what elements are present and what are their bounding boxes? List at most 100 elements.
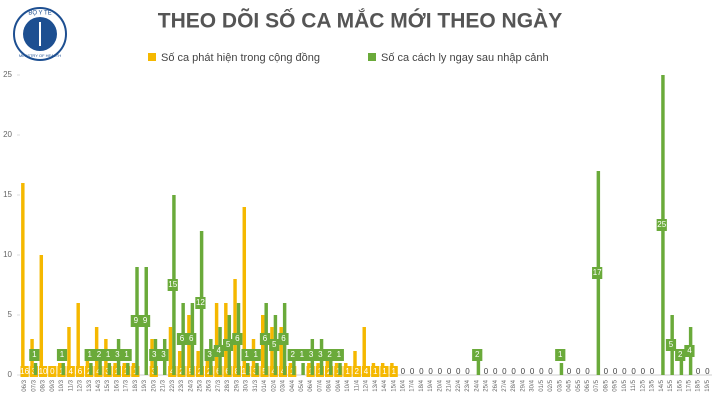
value-label-box: [343, 366, 352, 377]
value-label-box: [121, 349, 132, 361]
x-tick-label: 14/5: [659, 379, 665, 391]
value-label: 17: [593, 268, 602, 277]
x-tick-label: 10/5: [622, 379, 628, 391]
value-label: 1: [300, 350, 305, 359]
x-tick-label: 02/4: [271, 379, 277, 391]
value-label-box: [149, 349, 160, 361]
value-label-box: [204, 349, 215, 361]
value-label: 0: [548, 367, 553, 376]
value-label-box: [29, 349, 40, 361]
value-label: 0: [493, 367, 498, 376]
x-tick-label: 06/3: [22, 379, 28, 391]
x-tick-label: 01/4: [262, 379, 268, 391]
value-label: 1: [124, 350, 129, 359]
bar: [107, 363, 112, 375]
value-label: 0: [631, 367, 636, 376]
x-tick-label: 29/3: [234, 379, 240, 391]
legend-swatch: [148, 53, 156, 61]
value-label: 5: [226, 340, 231, 349]
x-tick-label: 03/5: [557, 379, 563, 391]
x-tick-label: 27/4: [502, 379, 508, 391]
value-label: 0: [530, 367, 535, 376]
value-label: 5: [272, 340, 277, 349]
x-tick-label: 28/4: [511, 379, 517, 391]
value-label: 1: [337, 350, 342, 359]
x-tick-label: 09/3: [50, 379, 56, 391]
y-tick-label: 25: [3, 70, 12, 79]
x-tick-label: 08/5: [603, 379, 609, 391]
x-tick-label: 05/4: [299, 379, 305, 391]
x-tick-label: 28/3: [225, 379, 231, 391]
x-tick-label: 08/3: [41, 379, 47, 391]
logo-subtext: MINISTRY OF HEALTH: [19, 53, 61, 58]
value-label-box: [167, 279, 178, 291]
value-label: 4: [687, 346, 692, 355]
value-label: 16: [20, 367, 29, 376]
x-tick-label: 22/3: [170, 379, 176, 391]
value-label-box: [675, 349, 686, 361]
value-label: 2: [327, 350, 332, 359]
bar: [292, 351, 296, 375]
x-tick-label: 24/4: [474, 379, 480, 391]
x-tick-label: 18/3: [133, 379, 139, 391]
value-label: 0: [438, 367, 443, 376]
x-tick-label: 04/5: [567, 379, 573, 391]
value-label-box: [592, 267, 603, 279]
x-tick-label: 11/3: [68, 379, 74, 391]
x-tick-label: 23/4: [465, 379, 471, 391]
value-label-box: [472, 349, 483, 361]
logo-text: BỘ Y TẾ: [28, 10, 51, 17]
value-label-box: [56, 349, 68, 361]
value-label-box: [665, 339, 677, 351]
x-tick-label: 16/4: [400, 379, 406, 391]
x-tick-label: 23/3: [179, 379, 185, 391]
value-label-box: [38, 366, 48, 377]
value-label: 0: [705, 367, 710, 376]
value-label-box: [371, 366, 380, 377]
x-tick-label: 13/4: [373, 379, 379, 391]
x-tick-label: 13/5: [650, 379, 656, 391]
value-label: 6: [180, 334, 185, 343]
value-label: 0: [622, 367, 627, 376]
value-label-box: [306, 349, 317, 361]
x-tick-label: 31/3: [253, 379, 259, 391]
x-tick-label: 24/3: [188, 379, 194, 391]
bar: [85, 351, 90, 375]
x-tick-label: 16/3: [114, 379, 120, 391]
value-label: 1: [382, 367, 387, 376]
value-label-box: [20, 366, 29, 377]
value-label: 1: [391, 367, 396, 376]
x-tick-label: 30/3: [244, 379, 250, 391]
value-label-box: [186, 333, 197, 345]
x-tick-label: 18/4: [419, 379, 425, 391]
value-label: 0: [410, 367, 415, 376]
value-label: 2: [678, 350, 683, 359]
bar: [196, 351, 200, 375]
bar: [338, 363, 342, 375]
bar: [301, 363, 305, 375]
x-tick-label: 19/5: [705, 379, 711, 391]
x-tick-label: 19/4: [428, 379, 434, 391]
x-tick-label: 18/5: [696, 379, 702, 391]
value-label-box: [287, 349, 298, 361]
bar: [98, 351, 102, 375]
bar: [76, 303, 80, 375]
value-label: 2: [355, 367, 360, 376]
bar: [329, 351, 333, 375]
bar: [67, 327, 71, 375]
y-tick-label: 20: [3, 130, 12, 139]
x-tick-label: 07/5: [594, 379, 600, 391]
x-tick-label: 02/5: [548, 379, 554, 391]
bar: [362, 327, 366, 375]
value-label: 4: [217, 346, 222, 355]
value-label-box: [361, 366, 371, 377]
x-tick-label: 15/4: [391, 379, 397, 391]
bar: [21, 183, 25, 375]
value-label: 6: [189, 334, 194, 343]
value-label-box: [93, 349, 105, 361]
x-tick-label: 11/5: [631, 379, 637, 391]
value-label: 10: [39, 367, 48, 376]
value-label: 0: [521, 367, 526, 376]
value-label-box: [269, 339, 280, 351]
